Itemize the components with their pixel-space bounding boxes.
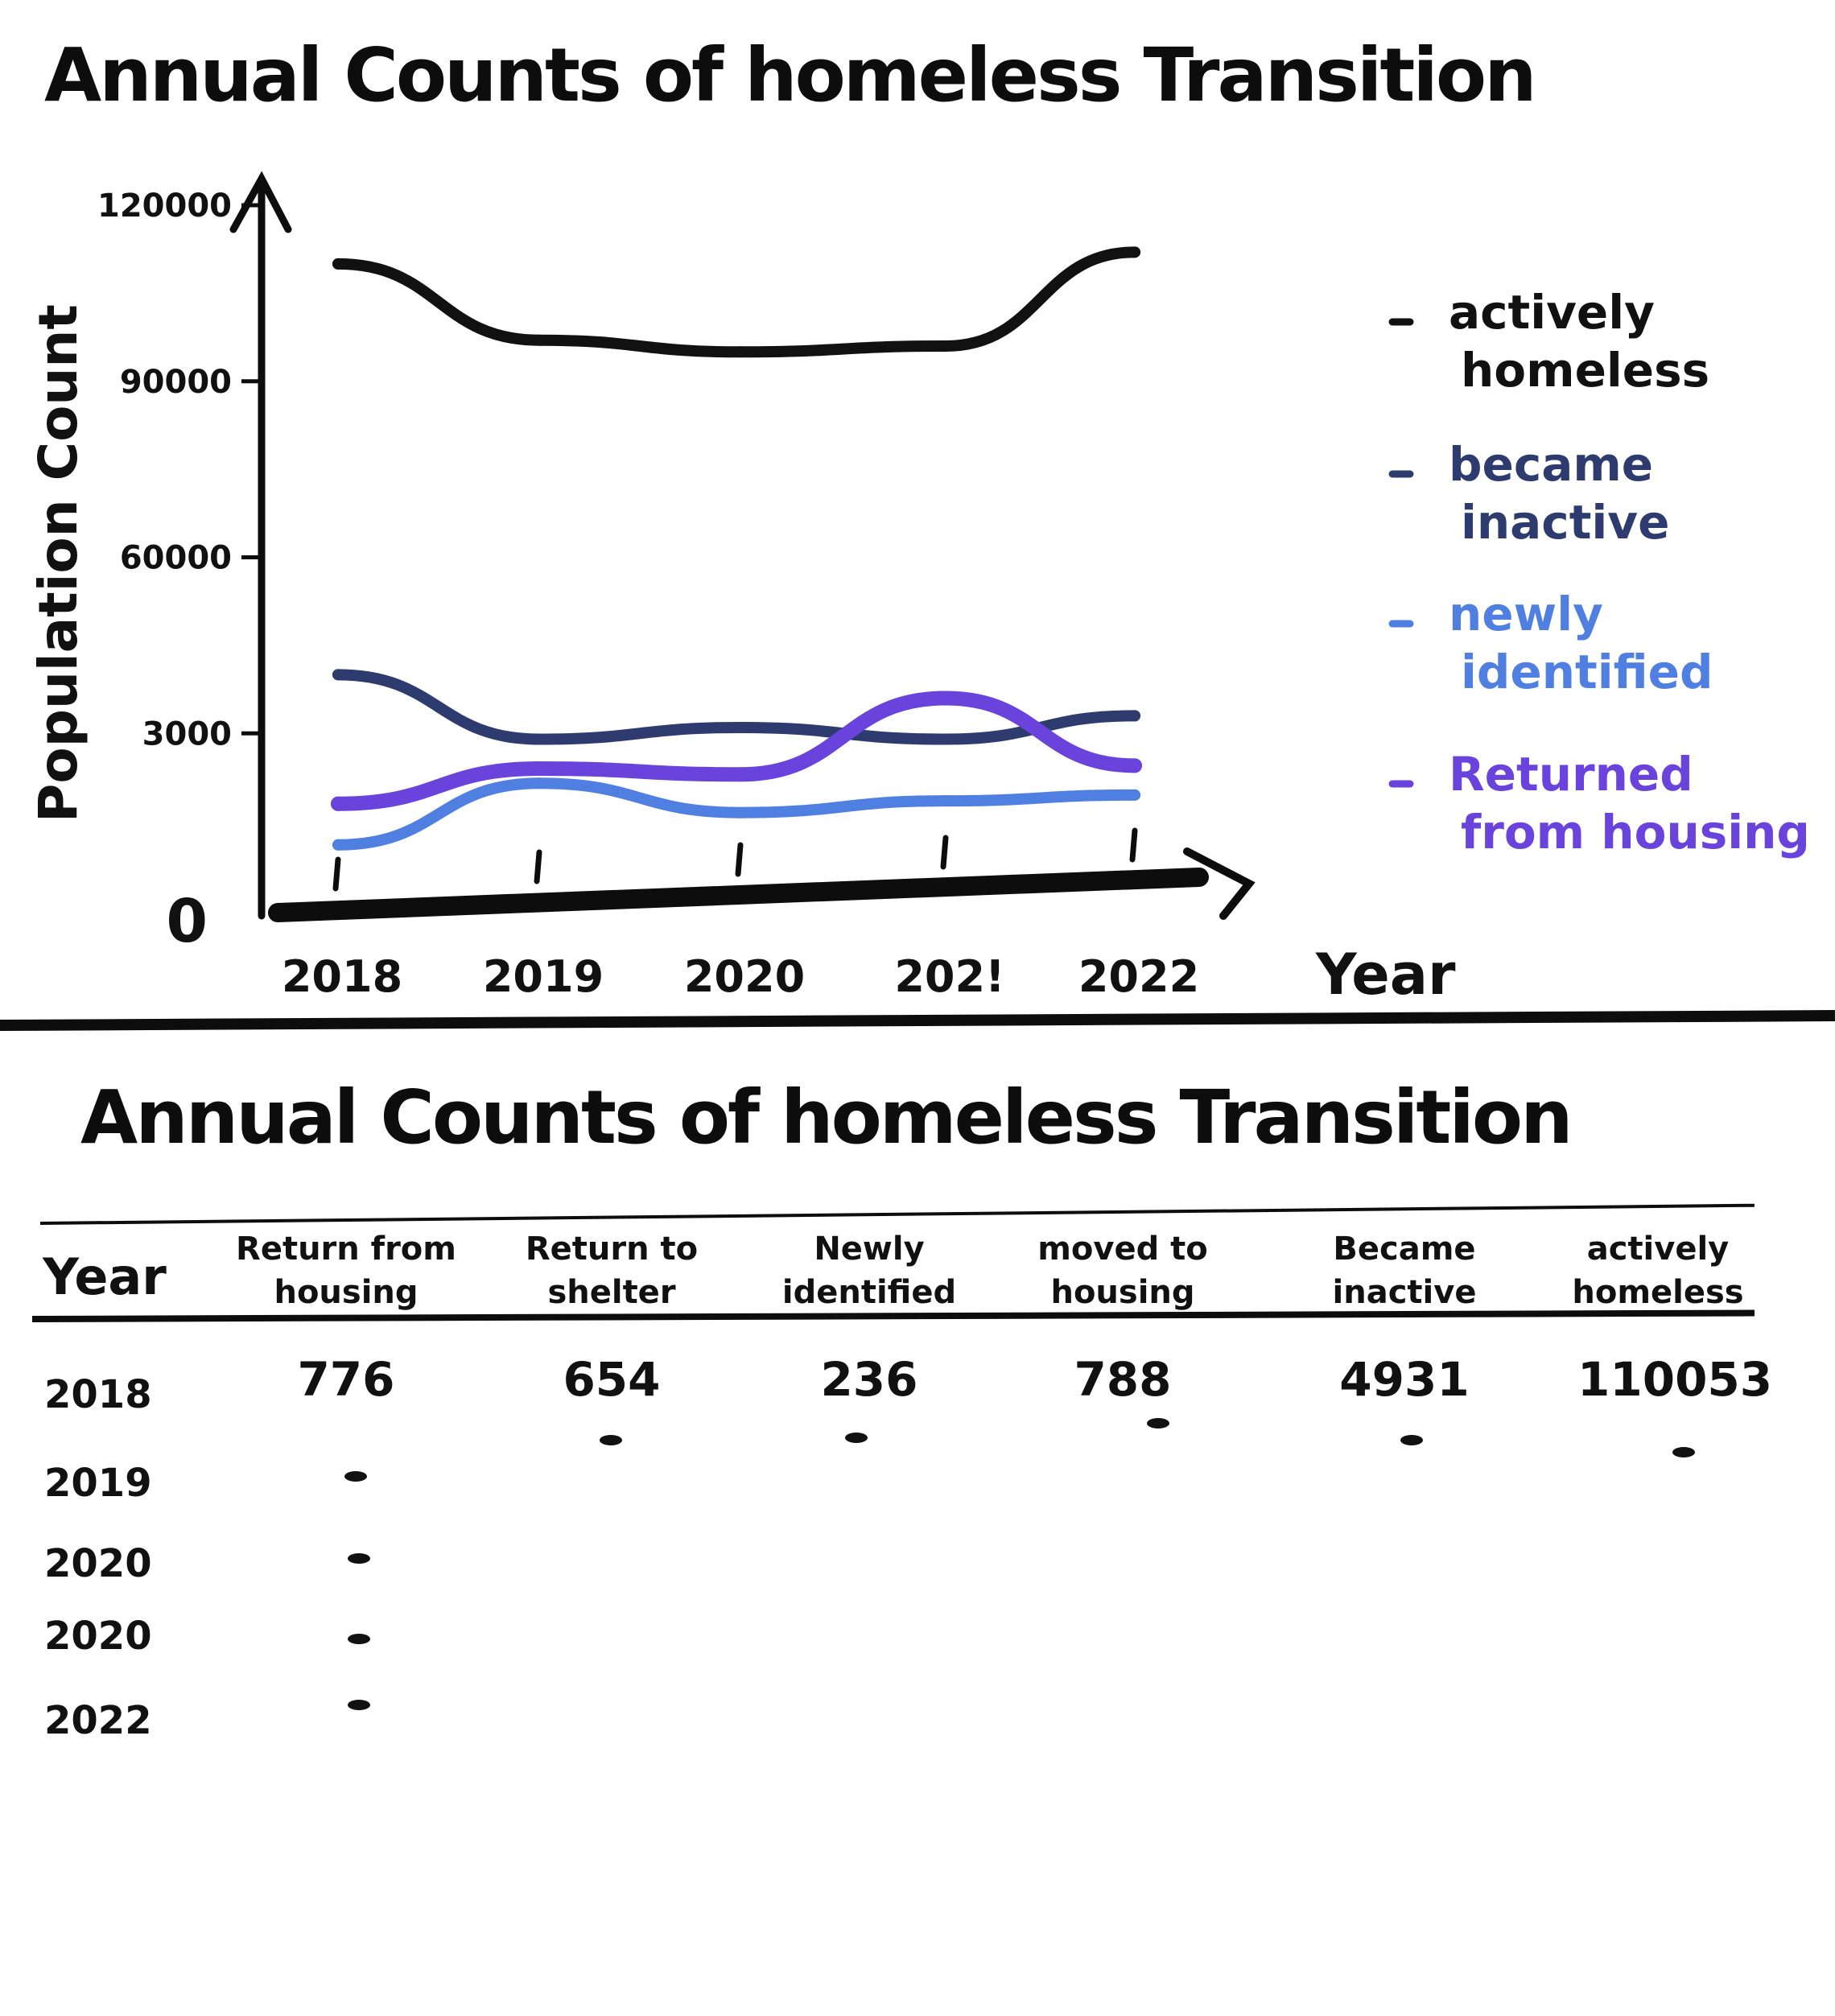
chart-title: Annual Counts of homeless Transition	[44, 32, 1537, 118]
table-top-rule	[39, 1203, 1755, 1225]
x-tick	[534, 849, 542, 884]
row-year-label: 2018	[44, 1372, 152, 1417]
data-point-became-inactive	[735, 721, 746, 733]
data-point-actively-homeless	[735, 346, 746, 358]
legend-label-newly-identified: newly identified	[1449, 587, 1713, 699]
data-point-returned-from-housing	[1128, 758, 1142, 773]
data-point-newly-identified	[940, 795, 951, 807]
data-point-actively-homeless	[940, 340, 951, 352]
table-cell: 236	[820, 1352, 918, 1407]
x-tick-label: 2022	[1078, 951, 1199, 1002]
y-tick-label: 0	[167, 887, 208, 956]
data-point-became-inactive	[1129, 710, 1140, 722]
row-year-label: 2019	[44, 1461, 152, 1506]
data-point-returned-from-housing	[733, 767, 748, 782]
data-point-returned-from-housing	[938, 691, 953, 706]
ditto-mark	[1400, 1435, 1423, 1445]
table-title: Annual Counts of homeless Transition	[80, 1074, 1573, 1161]
x-tick-label: 2019	[483, 951, 604, 1002]
column-header: Return from housing	[236, 1231, 456, 1311]
data-point-newly-identified	[1129, 789, 1140, 801]
x-axis-line	[268, 868, 1209, 922]
table-cell: 110053	[1577, 1352, 1773, 1407]
row-year-label: 2020	[44, 1541, 152, 1586]
legend-label-returned-from-housing: Returned from housing	[1449, 747, 1810, 860]
data-point-actively-homeless	[1129, 246, 1140, 258]
column-header: Became inactive	[1332, 1231, 1477, 1311]
y-axis-arrowhead	[229, 171, 292, 233]
ditto-mark	[845, 1433, 868, 1443]
ditto-mark	[600, 1435, 622, 1445]
data-point-became-inactive	[332, 669, 344, 681]
data-point-newly-identified	[735, 806, 746, 818]
table-cell: 788	[1074, 1352, 1172, 1407]
table-cell: 776	[297, 1352, 395, 1407]
y-tick-label: 90000	[120, 364, 232, 401]
y-tick-label: 60000	[120, 540, 232, 577]
x-axis-title: Year	[1315, 942, 1456, 1008]
series-line-newly-identified	[332, 777, 1140, 851]
legend-label-became-inactive: became inactive	[1449, 437, 1669, 550]
column-header: Return to shelter	[525, 1231, 699, 1311]
data-point-became-inactive	[534, 733, 545, 745]
legend-label-actively-homeless: actively homeless	[1449, 285, 1709, 398]
table-cell: 654	[563, 1352, 661, 1407]
ditto-mark	[1147, 1418, 1169, 1429]
x-tick-label: 2018	[282, 951, 402, 1002]
x-tick-label: 202!	[894, 951, 1004, 1002]
data-point-newly-identified	[332, 839, 344, 851]
line-chart: 0 3000 60000 90000 120000 2018 2019 2020 202! 202…	[27, 171, 1810, 1008]
ditto-mark	[348, 1553, 370, 1564]
x-tick	[332, 856, 341, 892]
data-point-became-inactive	[940, 733, 951, 745]
ditto-mark	[344, 1471, 367, 1482]
x-tick	[735, 842, 744, 877]
x-tick	[1129, 827, 1138, 863]
ditto-mark	[1672, 1447, 1695, 1457]
data-point-returned-from-housing	[331, 796, 345, 811]
row-year-label: 2020	[44, 1614, 152, 1659]
y-axis-title: Population Count	[27, 304, 89, 822]
data-point-actively-homeless	[534, 334, 545, 346]
data-point-actively-homeless	[332, 258, 344, 270]
x-axis-arrowhead	[1183, 847, 1256, 920]
y-tick-label: 120000	[97, 188, 232, 225]
ditto-mark	[348, 1634, 370, 1644]
data-point-newly-identified	[534, 777, 545, 789]
ditto-mark	[348, 1700, 370, 1710]
table-cell: 4931	[1339, 1352, 1470, 1407]
x-tick	[940, 835, 949, 870]
column-header: actively homeless	[1572, 1231, 1744, 1311]
column-header: Newly identified	[781, 1231, 957, 1311]
column-header: moved to housing	[1037, 1231, 1208, 1311]
data-point-returned-from-housing	[532, 761, 546, 776]
x-tick-label: 2020	[684, 951, 805, 1002]
y-tick-label: 3000	[142, 715, 232, 752]
row-year-label: 2022	[44, 1698, 152, 1743]
column-header: Year	[43, 1247, 167, 1306]
